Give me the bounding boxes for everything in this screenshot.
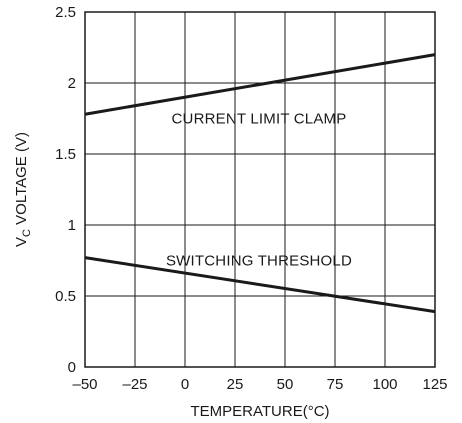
y-tick-label-4: 2 (68, 75, 76, 92)
series-line-1 (84, 256, 436, 314)
series-group (84, 53, 436, 314)
annotation-1: SWITCHING THRESHOLD (166, 253, 352, 270)
y-tick-label-5: 2.5 (55, 4, 76, 21)
y-tick-label-3: 1.5 (55, 146, 76, 163)
x-tick-label-1: –25 (122, 376, 147, 393)
x-axis-label: TEMPERATURE(°C) (190, 403, 329, 420)
y-tick-labels: 0 0.5 1 1.5 2 2.5 (55, 4, 76, 376)
x-tick-label-2: 0 (181, 376, 189, 393)
x-tick-labels: –50 –25 0 25 50 75 100 125 (72, 376, 447, 393)
y-tick-label-1: 0.5 (55, 288, 76, 305)
x-tick-label-0: –50 (72, 376, 97, 393)
x-tick-label-3: 25 (227, 376, 244, 393)
y-tick-label-0: 0 (68, 359, 76, 376)
y-axis-label-rest: VOLTAGE (V) (13, 132, 30, 229)
y-axis-label-main: V (13, 237, 30, 247)
y-tick-label-2: 1 (68, 217, 76, 234)
x-tick-label-7: 125 (422, 376, 447, 393)
grid (84, 11, 436, 368)
x-tick-label-4: 50 (277, 376, 294, 393)
annotations: CURRENT LIMIT CLAMP SWITCHING THRESHOLD (166, 111, 352, 270)
series-line-0 (84, 53, 436, 116)
annotation-0: CURRENT LIMIT CLAMP (172, 111, 347, 128)
plot-frame (84, 11, 436, 368)
y-axis-label-subscript: C (21, 229, 33, 237)
x-tick-label-5: 75 (327, 376, 344, 393)
x-tick-label-6: 100 (372, 376, 397, 393)
y-axis-label: VC VOLTAGE (V) (13, 132, 33, 247)
